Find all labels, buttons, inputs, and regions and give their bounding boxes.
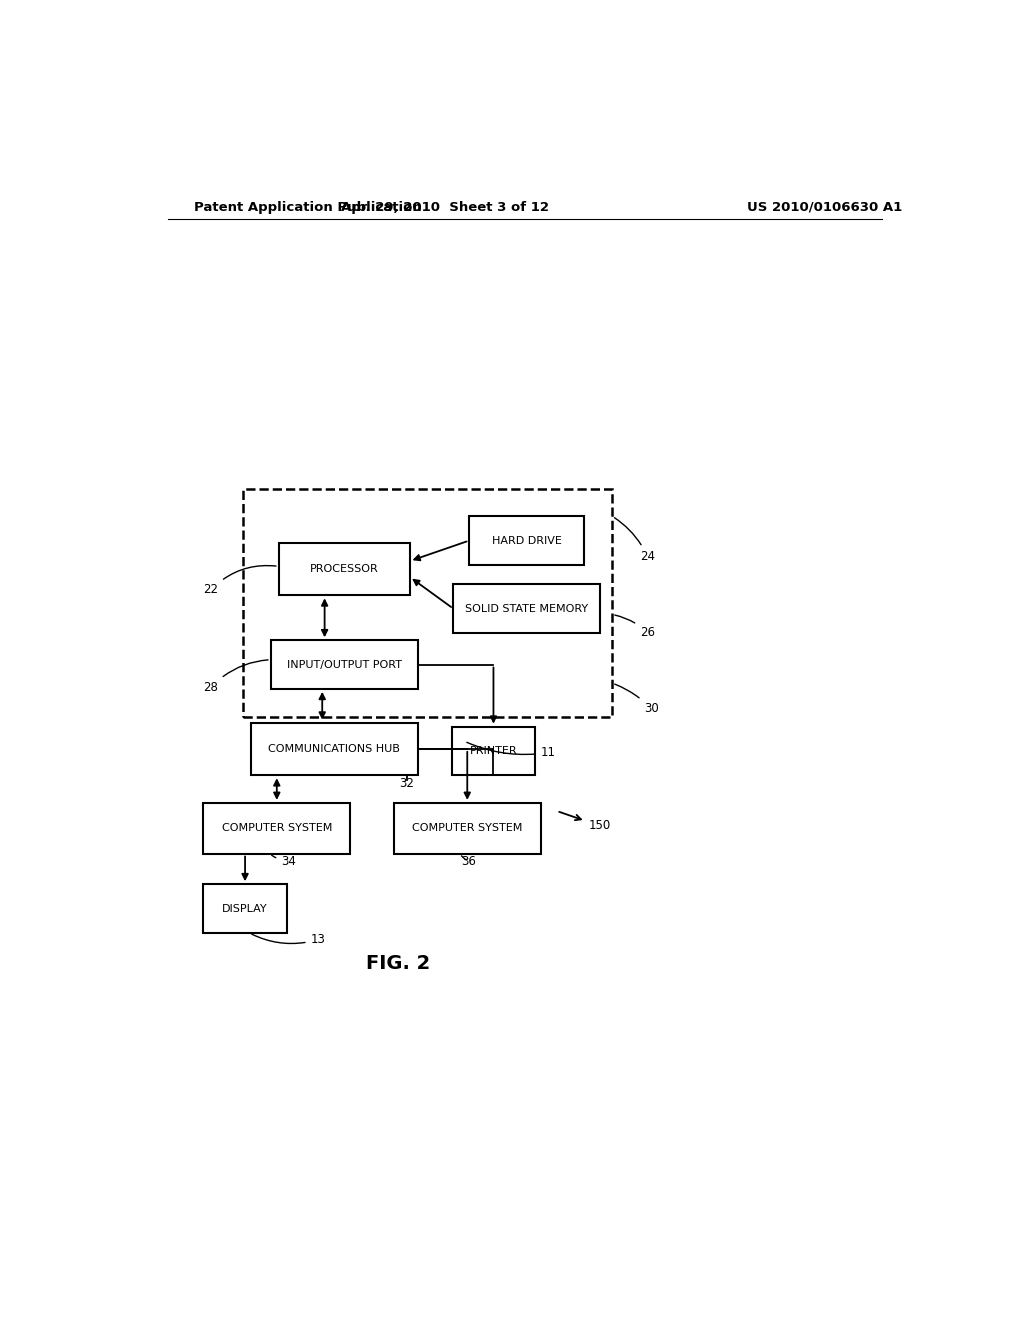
Bar [204, 803, 350, 854]
Text: COMMUNICATIONS HUB: COMMUNICATIONS HUB [268, 744, 400, 754]
Text: DISPLAY: DISPLAY [222, 903, 268, 913]
Text: PROCESSOR: PROCESSOR [310, 564, 379, 574]
Text: SOLID STATE MEMORY: SOLID STATE MEMORY [465, 603, 589, 614]
Text: 30: 30 [614, 684, 658, 715]
Text: 34: 34 [271, 855, 296, 867]
Bar [204, 884, 287, 933]
Text: 32: 32 [399, 776, 415, 789]
Bar [394, 803, 541, 854]
Bar [270, 640, 418, 689]
Text: 36: 36 [461, 855, 476, 867]
Text: FIG. 2: FIG. 2 [366, 954, 430, 973]
Bar [469, 516, 585, 565]
Text: INPUT/OUTPUT PORT: INPUT/OUTPUT PORT [287, 660, 401, 669]
Text: 150: 150 [559, 812, 610, 832]
Bar [452, 726, 536, 775]
Bar [243, 488, 612, 718]
Text: US 2010/0106630 A1: US 2010/0106630 A1 [748, 201, 902, 214]
Bar [454, 585, 600, 634]
Text: 13: 13 [252, 933, 326, 946]
Text: 22: 22 [204, 565, 276, 597]
Bar [279, 543, 410, 595]
Text: Apr. 29, 2010  Sheet 3 of 12: Apr. 29, 2010 Sheet 3 of 12 [341, 201, 550, 214]
Text: HARD DRIVE: HARD DRIVE [492, 536, 562, 545]
Text: 28: 28 [204, 660, 268, 694]
Text: 24: 24 [614, 517, 655, 562]
Bar [251, 722, 418, 775]
Text: 11: 11 [467, 742, 556, 759]
Text: COMPUTER SYSTEM: COMPUTER SYSTEM [221, 824, 332, 833]
Text: PRINTER: PRINTER [470, 746, 517, 756]
Text: COMPUTER SYSTEM: COMPUTER SYSTEM [412, 824, 522, 833]
Text: Patent Application Publication: Patent Application Publication [194, 201, 422, 214]
Text: 26: 26 [614, 615, 655, 639]
